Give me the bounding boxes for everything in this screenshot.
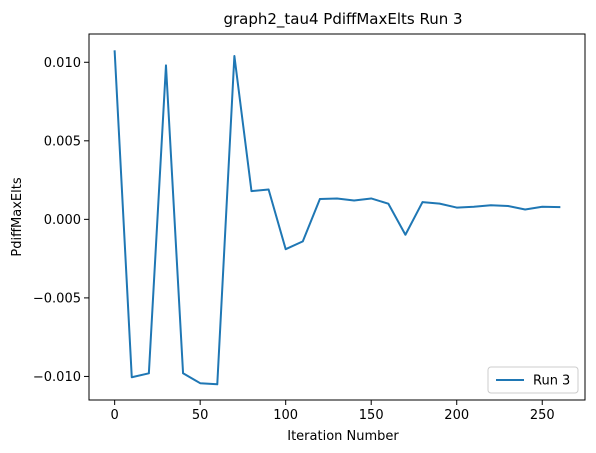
series-line-1 xyxy=(113,50,561,386)
y-axis-title: PdiffMaxElts xyxy=(10,177,25,256)
x-tick-label: 50 xyxy=(192,408,209,423)
data-point xyxy=(336,197,338,200)
data-point xyxy=(301,240,304,243)
y-tick-label: 0.005 xyxy=(44,134,81,149)
data-point xyxy=(541,205,544,208)
x-tick-label: 0 xyxy=(111,408,119,423)
data-point xyxy=(284,248,287,251)
data-point xyxy=(370,197,373,200)
data-point xyxy=(113,50,116,53)
y-tick-label: 0.000 xyxy=(44,213,81,228)
legend-box xyxy=(487,366,579,394)
plot-area: 0 50 100 150 200 250 −0.010 −0.005 0.000 0.005 0.0… xyxy=(33,33,586,423)
plot-frame xyxy=(88,33,586,401)
data-point xyxy=(473,205,475,208)
data-point xyxy=(130,376,133,379)
data-point xyxy=(387,202,390,205)
data-point xyxy=(250,190,253,192)
data-point xyxy=(319,198,321,200)
y-tick-label: −0.005 xyxy=(33,291,81,306)
data-point xyxy=(490,204,492,207)
data-point xyxy=(421,201,424,203)
data-point xyxy=(199,382,201,384)
data-point xyxy=(267,188,270,191)
data-point xyxy=(455,206,458,209)
data-point xyxy=(165,64,167,67)
x-tick-label: 100 xyxy=(273,408,298,423)
data-point xyxy=(216,383,219,386)
x-tick-label: 150 xyxy=(359,408,384,423)
data-point xyxy=(438,202,441,205)
x-axis-title: Iteration Number xyxy=(287,429,399,444)
chart-title: graph2_tau4 PdiffMaxElts Run 3 xyxy=(223,10,462,29)
data-point xyxy=(182,372,184,375)
data-point xyxy=(148,372,150,375)
legend: Run 3 xyxy=(487,366,579,394)
data-point xyxy=(233,55,236,57)
legend-label: Run 3 xyxy=(533,374,570,389)
data-point xyxy=(404,233,407,236)
x-tick-label: 200 xyxy=(444,408,469,423)
y-tick-label: 0.010 xyxy=(44,56,81,71)
data-point xyxy=(524,208,526,211)
data-point xyxy=(507,205,509,207)
data-point xyxy=(353,199,355,202)
x-tick-label: 250 xyxy=(530,408,555,423)
y-tick-label: −0.010 xyxy=(33,370,81,385)
data-point xyxy=(558,206,561,208)
